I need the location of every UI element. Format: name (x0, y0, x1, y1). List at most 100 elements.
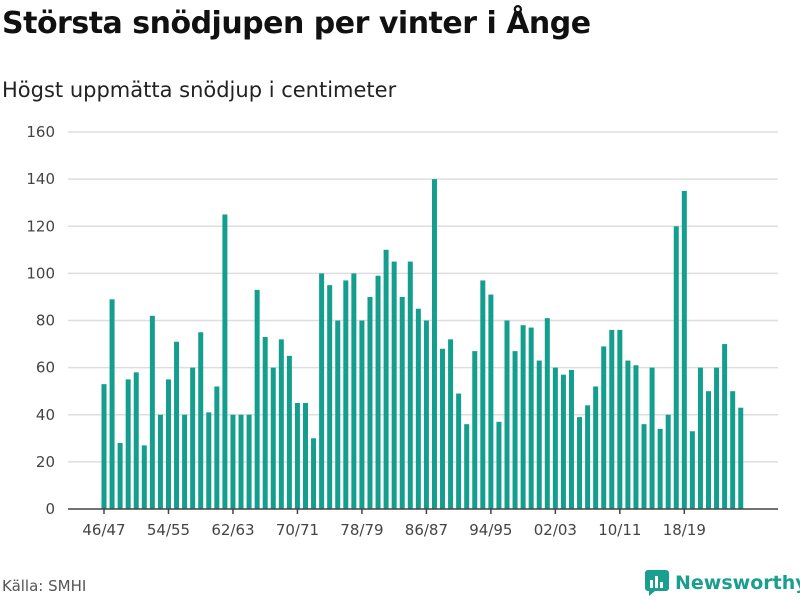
bar-74/75 (327, 285, 333, 509)
bar-00/01 (536, 360, 542, 509)
bar-77/78 (351, 273, 357, 509)
x-tick-label: 02/03 (534, 521, 577, 539)
bar-54/55 (165, 379, 171, 509)
logo-text: Newsworthy (675, 572, 800, 594)
newsworthy-logo[interactable]: Newsworthy (645, 570, 800, 596)
y-tick-label: 60 (36, 359, 55, 377)
bar-61/62 (222, 214, 228, 509)
bar-13/14 (641, 424, 647, 509)
bar-69/70 (286, 355, 292, 509)
bar-78/79 (359, 320, 365, 509)
bar-80/81 (375, 275, 381, 509)
bar-07/08 (593, 386, 599, 509)
bar-12/13 (633, 365, 639, 509)
bar-93/94 (480, 280, 486, 509)
bar-79/80 (367, 296, 373, 509)
bar-88/89 (440, 348, 446, 509)
bar-16/17 (665, 414, 671, 509)
bar-21/22 (706, 391, 711, 509)
x-tick-label: 86/87 (405, 521, 448, 539)
x-tick-label: 18/19 (663, 521, 706, 539)
y-tick-label: 20 (36, 453, 55, 471)
bar-84/85 (407, 261, 413, 509)
bar-10/11 (617, 329, 623, 509)
bar-15/16 (657, 428, 663, 509)
x-tick-label: 62/63 (211, 521, 254, 539)
bar-64/65 (246, 414, 252, 509)
x-tick-label: 70/71 (276, 521, 319, 539)
bar-85/86 (415, 308, 421, 509)
bar-82/83 (391, 261, 397, 509)
chart-subtitle: Högst uppmätta snödjup i centimeter (2, 78, 397, 102)
bar-49/50 (125, 379, 131, 509)
bar-94/95 (488, 294, 494, 509)
bar-57/58 (190, 367, 196, 509)
x-tick-label: 94/95 (469, 521, 512, 539)
bar-48/49 (117, 443, 123, 509)
bar-17/18 (673, 226, 679, 509)
y-tick-label: 120 (26, 217, 55, 235)
bar-22/23 (714, 367, 720, 509)
bar-46/47 (101, 384, 107, 509)
bar-75/76 (335, 320, 341, 509)
bar-51/52 (141, 445, 147, 509)
bar-63/64 (238, 414, 244, 509)
bar-86/87 (423, 320, 429, 509)
bar-11/12 (625, 360, 631, 509)
bar-02/03 (552, 367, 558, 509)
bar-96/97 (504, 320, 510, 509)
x-tick-label: 54/55 (147, 521, 190, 539)
bar-chart-logo-icon (645, 570, 669, 596)
bar-23/24 (722, 344, 728, 509)
bar-98/99 (520, 325, 526, 509)
bar-92/93 (472, 351, 478, 509)
bar-18/19 (681, 190, 687, 509)
bar-50/51 (133, 372, 139, 509)
bar-65/66 (254, 289, 260, 509)
y-tick-label: 160 (26, 123, 55, 141)
bar-01/02 (544, 318, 550, 509)
bar-76/77 (343, 280, 349, 509)
bar-72/73 (311, 438, 317, 509)
x-tick-label: 46/47 (82, 521, 125, 539)
chart-title: Största snödjupen per vinter i Ånge (2, 6, 591, 41)
bar-83/84 (399, 296, 405, 509)
bar-89/90 (448, 339, 454, 509)
bar-66/67 (262, 336, 268, 509)
bar-60/61 (214, 386, 220, 509)
bar-04/05 (568, 369, 574, 509)
bar-90/91 (456, 393, 462, 509)
bar-62/63 (230, 414, 236, 509)
y-tick-label: 80 (36, 312, 55, 330)
bar-87/88 (431, 179, 437, 509)
bar-05/06 (577, 417, 583, 509)
bar-67/68 (270, 367, 276, 509)
y-tick-label: 100 (26, 264, 55, 282)
source-note: Källa: SMHI (2, 577, 87, 595)
y-tick-label: 40 (36, 406, 55, 424)
x-tick-label: 78/79 (340, 521, 383, 539)
y-tick-label: 0 (45, 500, 55, 518)
bar-06/07 (585, 405, 591, 509)
bar-56/57 (182, 414, 188, 509)
bar-55/56 (174, 341, 180, 509)
bar-53/54 (157, 414, 163, 509)
bar-14/15 (649, 367, 655, 509)
bar-52/53 (149, 315, 155, 509)
bar-97/98 (512, 351, 518, 509)
bar-91/92 (464, 424, 470, 509)
bar-19/20 (689, 431, 695, 509)
bar-20/21 (697, 367, 703, 509)
bar-03/04 (560, 374, 566, 509)
bar-24/25 (730, 391, 736, 509)
x-tick-label: 10/11 (598, 521, 641, 539)
bar-68/69 (278, 339, 284, 509)
bar-70/71 (294, 402, 300, 509)
bar-58/59 (198, 332, 204, 509)
bar-25/26 (738, 407, 744, 509)
y-tick-label: 140 (26, 170, 55, 188)
bar-99/00 (528, 327, 534, 509)
bar-59/60 (206, 412, 212, 509)
bar-73/74 (319, 273, 325, 509)
